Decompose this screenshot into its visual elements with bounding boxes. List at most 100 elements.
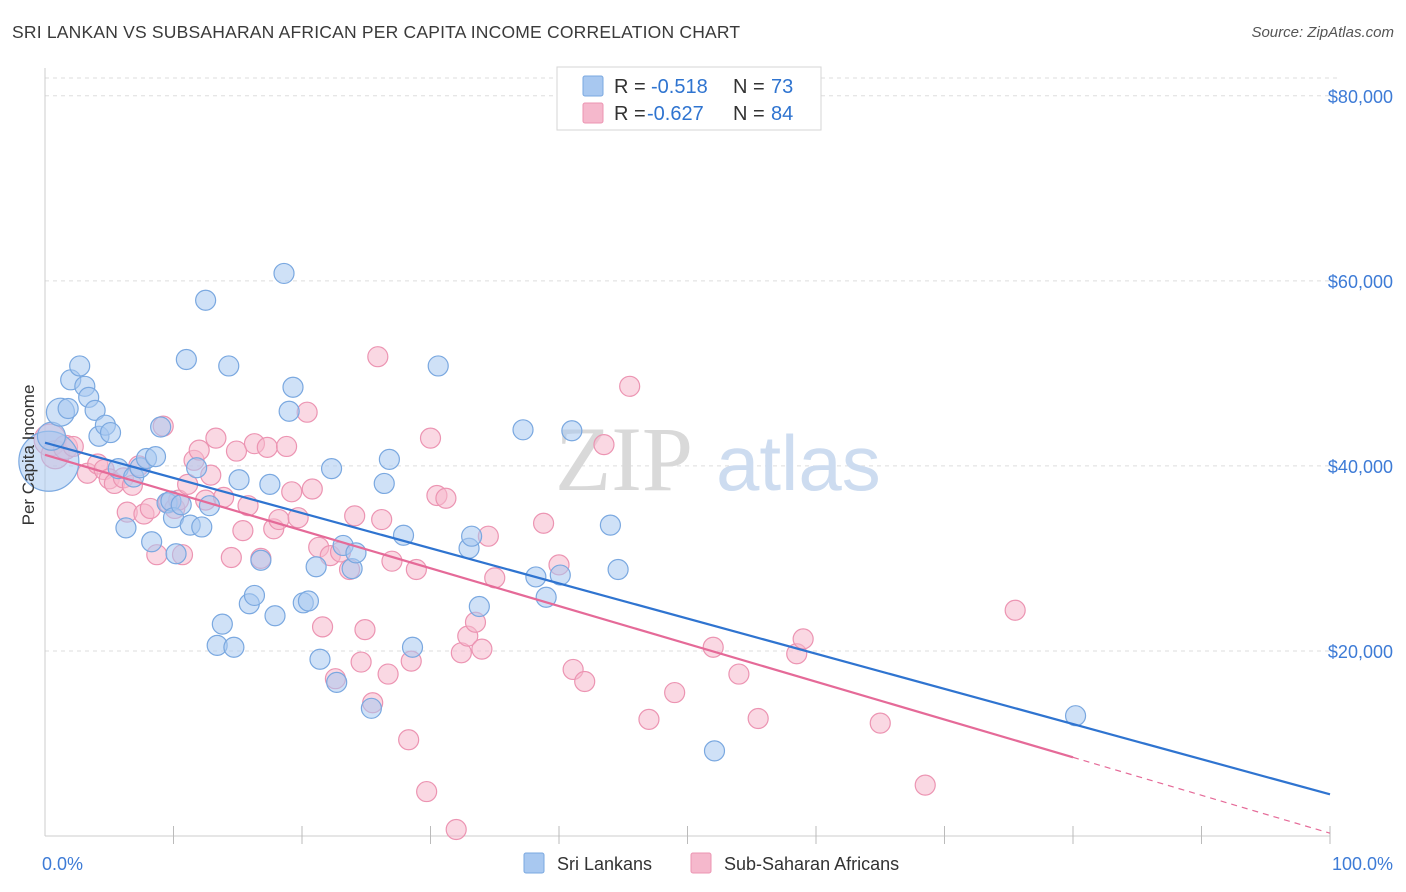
point-sri-lankans — [115, 517, 137, 539]
point-sri-lankans — [549, 564, 571, 586]
legend-swatch-blue — [582, 75, 604, 97]
legend-bottom-swatch-pink — [690, 852, 712, 874]
point-sri-lankans — [461, 525, 483, 547]
legend-r-value-pink: -0.627 — [647, 103, 704, 125]
legend-swatch-pink — [582, 102, 604, 124]
point-sub-saharan-africans — [350, 651, 372, 673]
point-sri-lankans — [243, 584, 266, 607]
point-sri-lankans — [186, 457, 208, 479]
point-sri-lankans — [264, 605, 286, 627]
legend-n-label-pink: N = — [733, 103, 765, 125]
y-tick-label: $20,000 — [1328, 642, 1393, 662]
point-sri-lankans — [223, 636, 245, 658]
legend-bottom: Sri Lankans Sub-Saharan Africans — [523, 852, 899, 874]
legend-r-label-pink: R = — [614, 103, 646, 125]
point-sub-saharan-africans — [296, 401, 318, 423]
legend-top: R = -0.518 N = 73 R = -0.627 N = 84 — [556, 66, 822, 131]
point-sri-lankans — [191, 516, 213, 538]
point-sub-saharan-africans — [205, 427, 227, 449]
legend-r-value-blue: -0.518 — [651, 76, 708, 98]
point-sub-saharan-africans — [419, 427, 442, 449]
point-sri-lankans — [360, 697, 382, 719]
point-sub-saharan-africans — [792, 628, 814, 650]
y-tick-label: $80,000 — [1328, 87, 1393, 107]
point-sri-lankans — [320, 458, 343, 480]
point-sub-saharan-africans — [574, 670, 596, 693]
point-sub-saharan-africans — [664, 681, 686, 704]
point-sub-saharan-africans — [471, 638, 493, 660]
point-sub-saharan-africans — [371, 508, 393, 531]
point-sri-lankans — [305, 556, 327, 578]
point-sri-lankans — [599, 514, 622, 536]
legend-bottom-label-blue: Sri Lankans — [557, 854, 652, 874]
point-sri-lankans — [273, 262, 295, 285]
point-sri-lankans — [150, 416, 172, 438]
x-tick-label: 0.0% — [42, 854, 83, 874]
watermark-atlas: atlas — [716, 419, 881, 507]
point-sub-saharan-africans — [398, 729, 420, 751]
point-sub-saharan-africans — [377, 663, 399, 685]
point-sub-saharan-africans — [256, 436, 278, 458]
trend-line-sub-saharan-africans — [44, 453, 1074, 759]
point-sri-lankans — [259, 473, 281, 495]
point-sub-saharan-africans — [367, 346, 389, 368]
series-sri-lankans — [18, 262, 1087, 762]
point-sri-lankans — [607, 558, 629, 581]
trend-line-extension — [1072, 756, 1331, 834]
point-sri-lankans — [165, 543, 187, 565]
point-sub-saharan-africans — [220, 546, 242, 569]
point-sri-lankans — [703, 740, 726, 762]
point-sri-lankans — [561, 420, 583, 442]
point-sub-saharan-africans — [619, 375, 641, 397]
point-sri-lankans — [378, 448, 400, 471]
point-sri-lankans — [512, 419, 534, 441]
point-sub-saharan-africans — [1004, 599, 1026, 621]
point-sub-saharan-africans — [188, 439, 210, 461]
point-sub-saharan-africans — [311, 616, 334, 638]
point-sri-lankans — [282, 376, 304, 398]
chart-title: SRI LANKAN VS SUBSAHARAN AFRICAN PER CAP… — [12, 22, 741, 42]
point-sri-lankans — [84, 399, 106, 421]
point-sub-saharan-africans — [435, 487, 457, 509]
point-sub-saharan-africans — [275, 435, 298, 458]
point-sri-lankans — [309, 648, 331, 670]
point-sri-lankans — [278, 400, 300, 422]
legend-bottom-label-pink: Sub-Saharan Africans — [724, 854, 899, 874]
trend-lines — [44, 441, 1331, 834]
legend-bottom-swatch-blue — [523, 852, 545, 874]
legend-n-value-pink: 84 — [771, 103, 793, 125]
point-sri-lankans — [141, 531, 163, 553]
point-sri-lankans — [211, 613, 233, 635]
point-sri-lankans — [468, 595, 490, 618]
point-sri-lankans — [326, 671, 348, 694]
legend-r-label-blue: R = — [614, 76, 646, 98]
chart-source: Source: ZipAtlas.com — [1251, 24, 1394, 41]
point-sub-saharan-africans — [225, 440, 248, 462]
point-sub-saharan-africans — [747, 707, 769, 730]
watermark: ZIP atlas — [555, 408, 881, 510]
point-sub-saharan-africans — [914, 774, 936, 796]
point-sub-saharan-africans — [416, 780, 438, 803]
point-sub-saharan-africans — [593, 433, 615, 456]
point-sub-saharan-africans — [281, 481, 303, 503]
x-tick-label: 100.0% — [1332, 854, 1393, 874]
point-sub-saharan-africans — [638, 708, 660, 731]
point-sri-lankans — [218, 355, 240, 377]
point-sri-lankans — [69, 355, 91, 377]
point-sub-saharan-africans — [301, 478, 323, 500]
y-axis-label: Per Capita Income — [19, 385, 38, 526]
point-sub-saharan-africans — [354, 619, 376, 641]
y-tick-label: $60,000 — [1328, 272, 1393, 292]
point-sri-lankans — [99, 421, 122, 444]
point-sri-lankans — [175, 348, 197, 371]
point-sub-saharan-africans — [232, 520, 254, 542]
legend-n-label-blue: N = — [733, 76, 765, 98]
point-sub-saharan-africans — [445, 818, 467, 841]
trend-line-sri-lankans — [44, 441, 1331, 796]
point-sri-lankans — [228, 469, 250, 491]
point-sri-lankans — [250, 549, 272, 571]
point-sri-lankans — [373, 472, 395, 495]
y-tick-label: $40,000 — [1328, 457, 1393, 477]
point-sub-saharan-africans — [344, 505, 366, 527]
